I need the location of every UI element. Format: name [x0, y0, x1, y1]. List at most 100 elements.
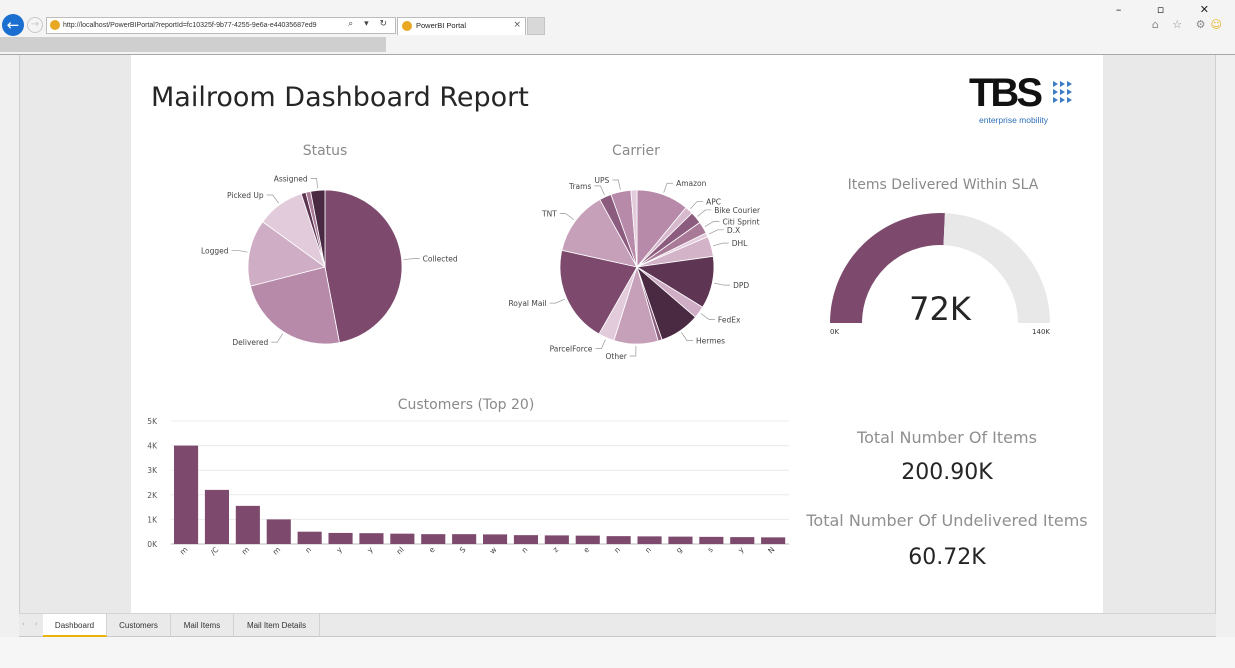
- x-tick-label: z: [551, 545, 560, 554]
- carrier-chart-title: Carrier: [612, 143, 660, 159]
- carrier-label-other: Other: [606, 352, 628, 361]
- customer-bar[interactable]: [174, 445, 199, 544]
- carrier-label-hermes: Hermes: [696, 337, 725, 346]
- customer-bar[interactable]: [483, 534, 508, 544]
- forward-button[interactable]: →: [27, 17, 43, 33]
- customer-bar[interactable]: [761, 537, 786, 544]
- y-tick-label: 2K: [147, 491, 158, 500]
- sla-gauge-fill[interactable]: [830, 213, 945, 323]
- new-tab-button[interactable]: [527, 17, 545, 35]
- customer-bar[interactable]: [544, 535, 569, 544]
- carrier-label-dpd: DPD: [733, 281, 749, 290]
- customer-bar[interactable]: [235, 505, 260, 544]
- customer-bar[interactable]: [699, 536, 724, 544]
- y-tick-label: 0K: [147, 540, 158, 549]
- status-leader-line: [231, 249, 248, 253]
- carrier-slice-tnt[interactable]: [561, 199, 638, 268]
- tab-dashboard[interactable]: Dashboard: [43, 614, 107, 637]
- carrier-leader-line: [681, 332, 693, 341]
- tbs-logo: TBS enterprise mobility: [969, 71, 1079, 129]
- status-slice-delivered[interactable]: [249, 266, 340, 345]
- customer-bar[interactable]: [359, 533, 384, 544]
- status-label-logged: Logged: [201, 246, 229, 255]
- status-slice-logged[interactable]: [247, 221, 326, 287]
- carrier-label-citi-sprint: Citi Sprint: [722, 217, 759, 226]
- x-tick-label: g: [674, 545, 684, 555]
- carrier-slice-royal-mail[interactable]: [559, 249, 638, 335]
- status-pie-chart[interactable]: Collected Delivered Logged Picked Up Assigne…: [191, 165, 491, 355]
- customer-bar[interactable]: [390, 533, 415, 544]
- total-items-value: 200.90K: [901, 460, 993, 485]
- customer-bar[interactable]: [266, 519, 291, 544]
- customer-bar[interactable]: [513, 535, 539, 544]
- carrier-leader-line: [713, 242, 729, 247]
- customer-bar[interactable]: [297, 531, 322, 544]
- tab-mail-item-details[interactable]: Mail Item Details: [234, 614, 320, 637]
- carrier-slice-unlabeled-16[interactable]: [630, 189, 638, 268]
- carrier-leader-line: [700, 313, 715, 320]
- carrier-label-royal-mail: Royal Mail: [508, 299, 546, 308]
- home-star-gear-icons[interactable]: ⌂ ☆ ⚙: [1151, 18, 1211, 31]
- carrier-label-amazon: Amazon: [676, 179, 707, 188]
- y-tick-label: 4K: [147, 442, 158, 451]
- x-tick-label: e: [427, 545, 437, 555]
- customer-bar[interactable]: [452, 534, 477, 544]
- carrier-leader-line: [697, 209, 712, 217]
- customer-bar[interactable]: [637, 536, 662, 544]
- status-label-assigned: Assigned: [274, 174, 308, 183]
- customer-bar[interactable]: [575, 535, 600, 544]
- customer-bar[interactable]: [668, 536, 693, 544]
- status-label-picked-up: Picked Up: [227, 191, 264, 200]
- address-bar[interactable]: http://localhost/PowerBIPortal?reportId=…: [46, 17, 396, 34]
- back-button[interactable]: ←: [2, 14, 24, 36]
- y-tick-label: 3K: [147, 466, 158, 475]
- customer-bar[interactable]: [606, 536, 631, 544]
- x-tick-label: n: [303, 545, 313, 555]
- carrier-label-trams: Trams: [568, 182, 591, 191]
- customer-bar[interactable]: [730, 537, 755, 544]
- x-tick-label: m: [178, 545, 190, 557]
- carrier-leader-line: [559, 213, 574, 220]
- x-tick-label: n: [520, 545, 530, 555]
- status-leader-line: [266, 194, 279, 204]
- carrier-label-ups: UPS: [594, 176, 609, 185]
- logo-tagline: enterprise mobility: [979, 115, 1048, 125]
- status-slice-assigned[interactable]: [310, 189, 326, 268]
- sla-gauge-track[interactable]: [943, 213, 1050, 323]
- customer-bar[interactable]: [204, 489, 230, 544]
- carrier-leader-line: [708, 229, 724, 235]
- customer-bar[interactable]: [421, 534, 446, 544]
- url-text[interactable]: http://localhost/PowerBIPortal?reportId=…: [63, 22, 317, 29]
- report-page-tabs: ‹ › Dashboard Customers Mail Items Mail …: [19, 613, 1216, 637]
- status-bar-area: [0, 637, 1235, 668]
- carrier-leader-line: [594, 185, 605, 196]
- carrier-label-fedex: FedEx: [718, 315, 741, 324]
- window-controls[interactable]: – ▫ ✕: [1115, 3, 1225, 16]
- report-canvas: Mailroom Dashboard Report TBS enterprise…: [131, 55, 1103, 613]
- carrier-leader-line: [612, 179, 621, 190]
- carrier-label-parcelforce: ParcelForce: [550, 345, 593, 354]
- tab-mail-items[interactable]: Mail Items: [171, 614, 234, 637]
- carrier-leader-line: [714, 282, 731, 286]
- status-slice-collected[interactable]: [324, 189, 403, 344]
- x-tick-label: n: [643, 545, 653, 555]
- feedback-smiley-icon[interactable]: ☺: [1210, 18, 1227, 31]
- tab-customers[interactable]: Customers: [107, 614, 171, 637]
- status-leader-line: [271, 333, 283, 343]
- carrier-leader-line: [690, 201, 704, 210]
- carrier-leader-line: [595, 339, 606, 349]
- browser-tab[interactable]: PowerBI Portal ×: [397, 17, 526, 35]
- browser-toolbar-icons[interactable]: ⌂ ☆ ⚙☺: [1152, 18, 1227, 31]
- address-bar-icons[interactable]: ⌕ ▾ ↻: [348, 19, 391, 29]
- sla-gauge-min-label: 0K: [830, 328, 839, 336]
- x-tick-label: s: [706, 545, 715, 554]
- sla-gauge[interactable]: 72K 0K 140K: [826, 205, 1066, 345]
- x-tick-label: N: [766, 545, 776, 555]
- carrier-leader-line: [663, 182, 674, 193]
- customer-bar[interactable]: [328, 532, 353, 544]
- tab-close-icon[interactable]: ×: [513, 20, 521, 30]
- page-nav-arrows[interactable]: ‹ ›: [22, 620, 42, 628]
- carrier-label-dhl: DHL: [732, 239, 748, 248]
